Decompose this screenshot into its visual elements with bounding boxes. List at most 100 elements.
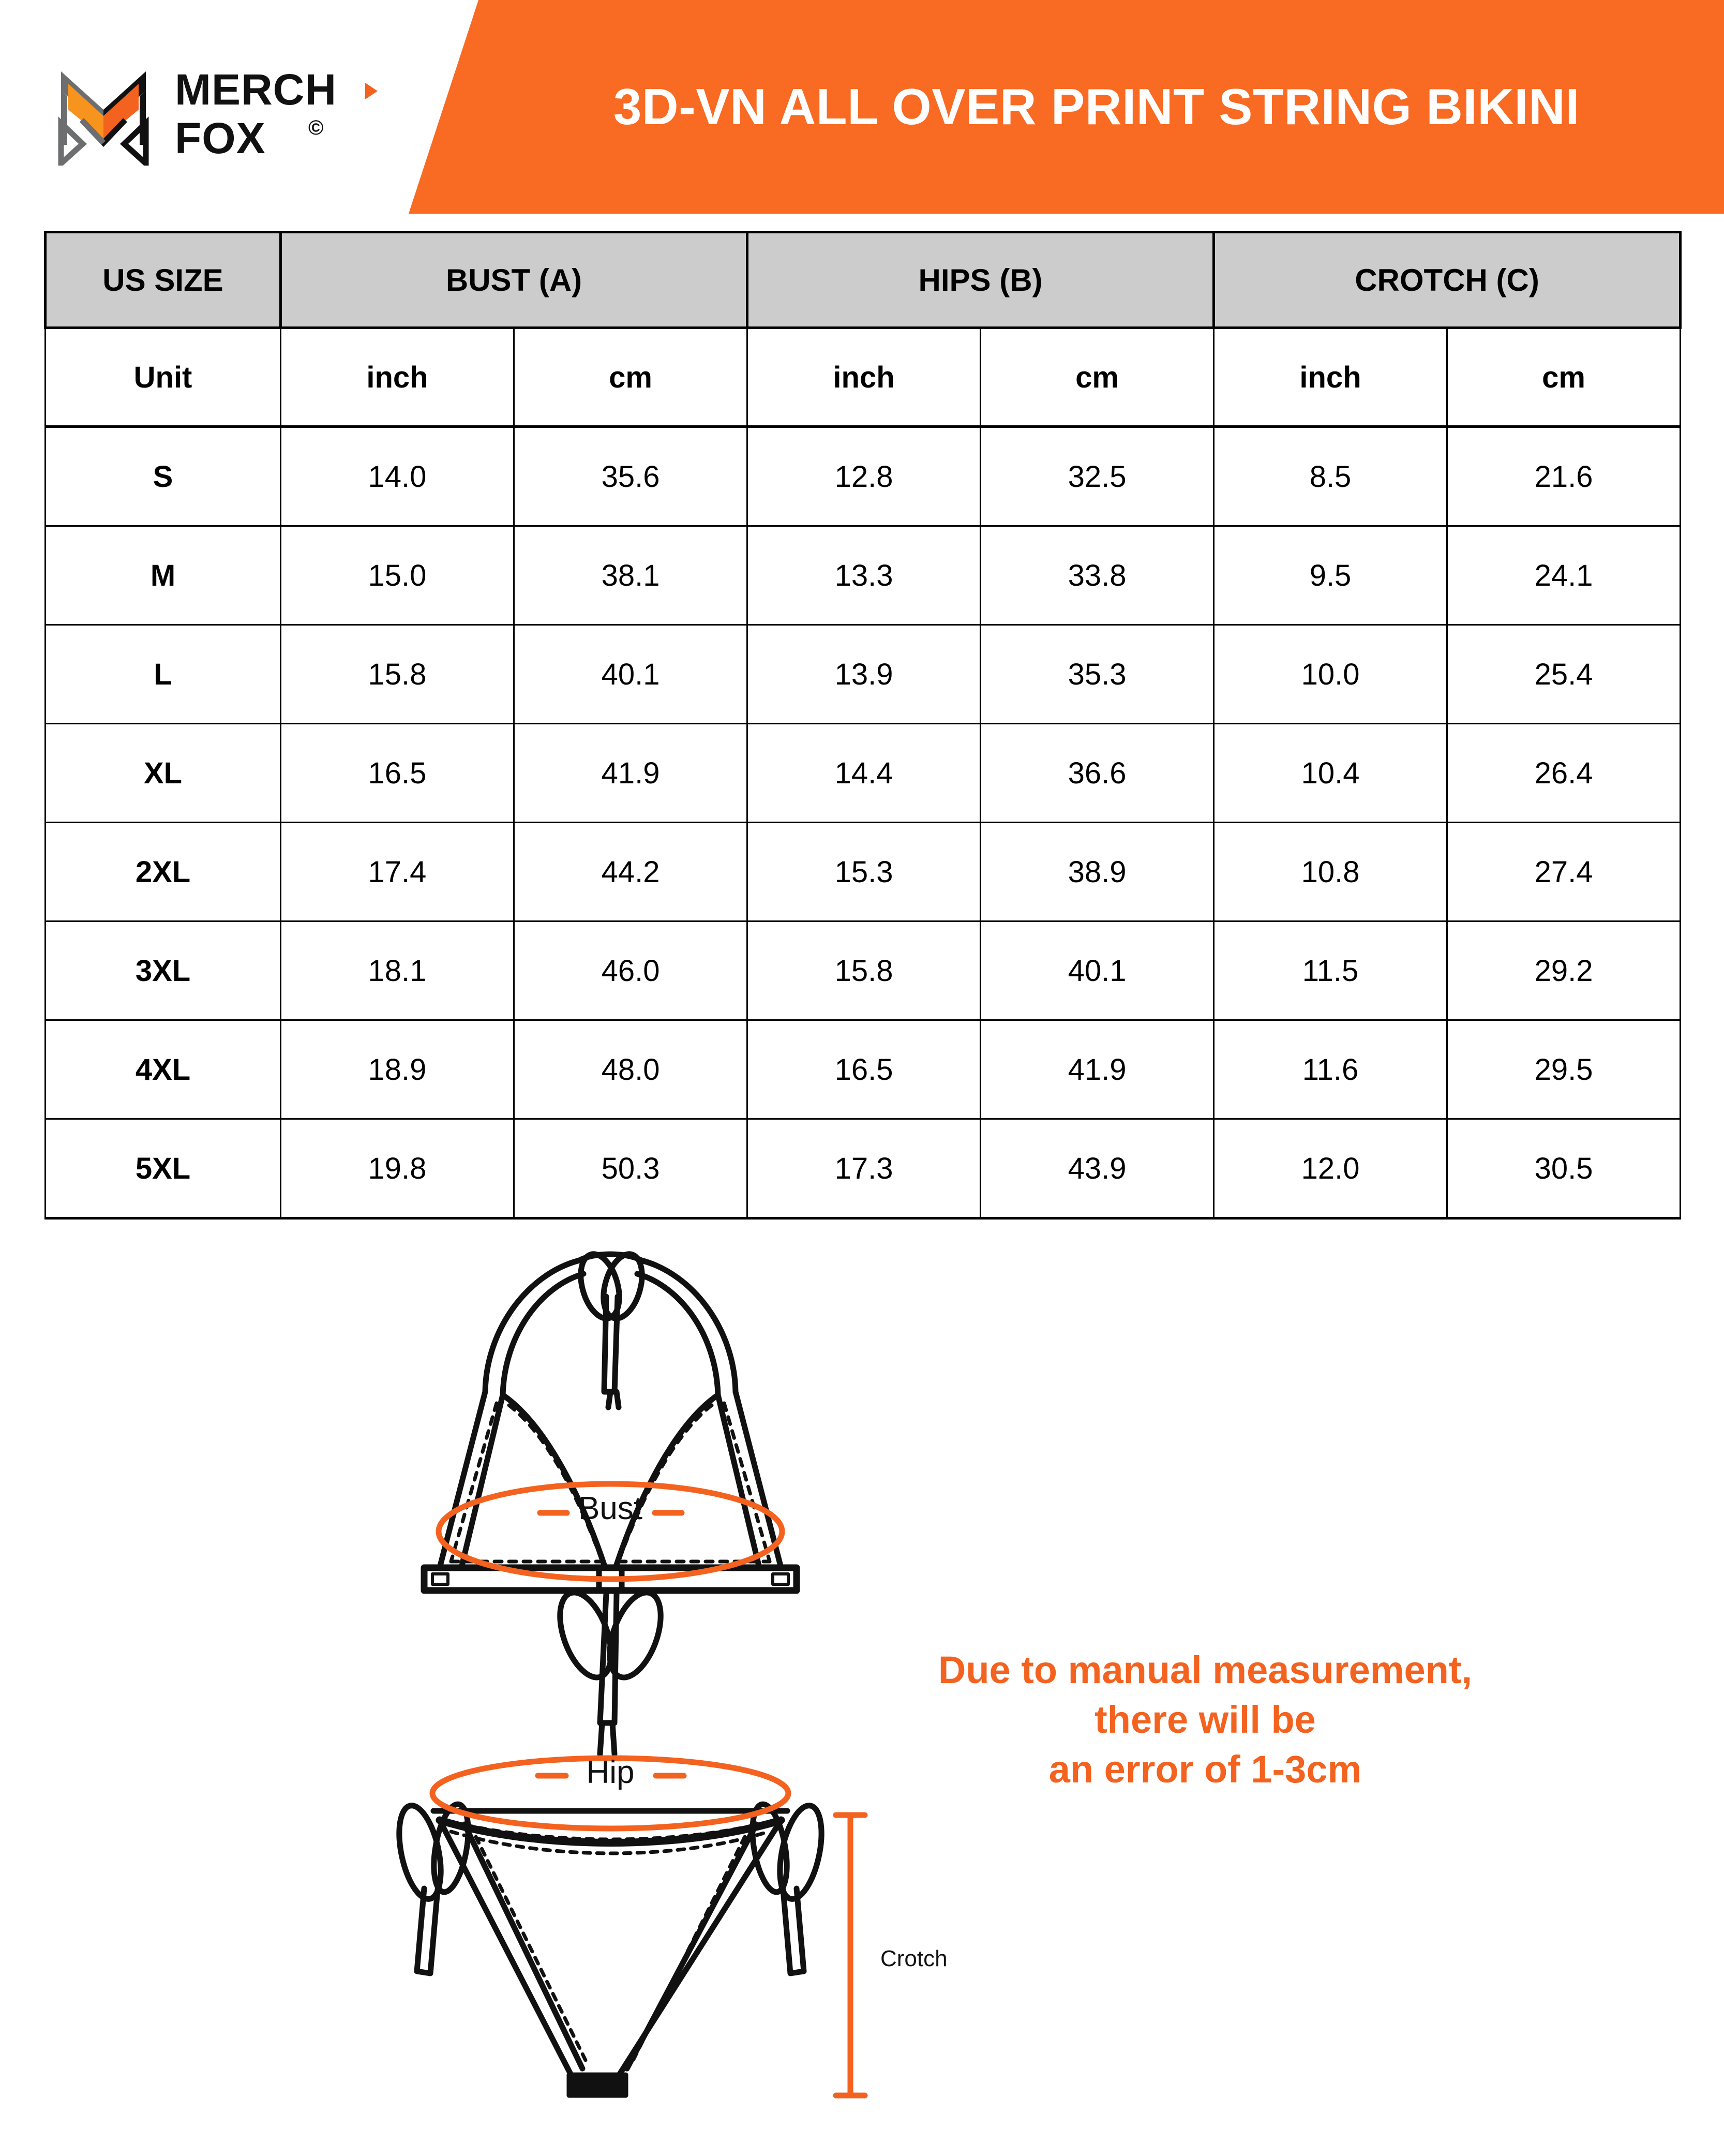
- cell-crotch-inch: 10.0: [1213, 624, 1448, 724]
- fox-head-chevron-logo-icon: [58, 71, 149, 166]
- cell-crotch-cm: 21.6: [1446, 426, 1682, 527]
- cell-crotch-cm: 29.2: [1446, 920, 1682, 1021]
- column-header-us-size: US SIZE: [44, 231, 282, 329]
- cell-bust-cm: 50.3: [513, 1118, 748, 1220]
- unit-bust-inch: inch: [280, 326, 515, 428]
- cell-bust-inch: 18.9: [280, 1019, 515, 1120]
- cell-crotch-inch: 11.5: [1213, 920, 1448, 1021]
- table-row: XL 16.5 41.9 14.4 36.6 10.4 26.4: [44, 723, 1682, 823]
- cell-bust-inch: 15.0: [280, 525, 515, 626]
- bikini-top-stitch-lines: [449, 1401, 772, 1564]
- unit-crotch-cm: cm: [1446, 326, 1682, 428]
- cell-crotch-cm: 30.5: [1446, 1118, 1682, 1220]
- table-row: 4XL 18.9 48.0 16.5 41.9 11.6 29.5: [44, 1019, 1682, 1120]
- cell-bust-inch: 15.8: [280, 624, 515, 724]
- bikini-bottom-stitch-lines: [449, 1820, 771, 2066]
- cell-bust-inch: 16.5: [280, 723, 515, 823]
- brand-name-line1: MERCH: [175, 65, 337, 114]
- table-group-header-row: US SIZE BUST (A) HIPS (B) CROTCH (C): [44, 231, 1682, 329]
- page-title: 3D-VN ALL OVER PRINT STRING BIKINI: [613, 78, 1580, 135]
- bikini-technical-drawing: Bust Hip Crotch: [396, 1251, 948, 2099]
- cell-size: L: [44, 624, 281, 724]
- disclaimer-line-1: Due to manual measurement,: [938, 1648, 1473, 1691]
- crotch-label: Crotch: [880, 1946, 948, 1971]
- cell-bust-cm: 38.1: [513, 525, 748, 626]
- cell-crotch-inch: 9.5: [1213, 525, 1448, 626]
- hip-label: Hip: [586, 1754, 634, 1790]
- cell-hips-cm: 40.1: [980, 920, 1215, 1021]
- hip-measure-ellipse: [429, 1755, 791, 1832]
- crotch-dimension-line: [833, 1812, 868, 2099]
- bust-label: Bust: [578, 1491, 642, 1526]
- cell-bust-inch: 18.1: [280, 920, 515, 1021]
- cell-crotch-cm: 27.4: [1446, 822, 1682, 922]
- cell-hips-cm: 43.9: [980, 1118, 1215, 1220]
- unit-bust-cm: cm: [513, 326, 748, 428]
- cell-bust-cm: 44.2: [513, 822, 748, 922]
- cell-crotch-inch: 11.6: [1213, 1019, 1448, 1120]
- column-header-crotch: CROTCH (C): [1212, 231, 1682, 329]
- cell-size: 5XL: [44, 1118, 281, 1220]
- cell-size: M: [44, 525, 281, 626]
- size-chart-table-wrapper: US SIZE BUST (A) HIPS (B) CROTCH (C) Uni…: [44, 231, 1682, 1220]
- cell-size: XL: [44, 723, 281, 823]
- cell-hips-cm: 33.8: [980, 525, 1215, 626]
- cell-bust-cm: 40.1: [513, 624, 748, 724]
- table-row: L 15.8 40.1 13.9 35.3 10.0 25.4: [44, 624, 1682, 724]
- table-row: 5XL 19.8 50.3 17.3 43.9 12.0 30.5: [44, 1118, 1682, 1220]
- table-unit-row: Unit inch cm inch cm inch cm: [44, 326, 1682, 428]
- cell-hips-cm: 32.5: [980, 426, 1215, 527]
- cell-crotch-cm: 26.4: [1446, 723, 1682, 823]
- cell-bust-cm: 35.6: [513, 426, 748, 527]
- brand-wordmark: MERCH FOX ©: [175, 65, 378, 162]
- cell-size: 3XL: [44, 920, 281, 1021]
- brand-name-line2: FOX: [175, 114, 266, 162]
- cell-size: 4XL: [44, 1019, 281, 1120]
- cell-crotch-inch: 10.8: [1213, 822, 1448, 922]
- bikini-bottom-illustration: [396, 1801, 824, 2098]
- table-row: 2XL 17.4 44.2 15.3 38.9 10.8 27.4: [44, 822, 1682, 922]
- size-chart-table: US SIZE BUST (A) HIPS (B) CROTCH (C) Uni…: [44, 231, 1682, 1220]
- cell-bust-inch: 17.4: [280, 822, 515, 922]
- measurement-diagram-area: Bust Hip Crotch: [0, 1237, 1724, 2156]
- column-header-bust: BUST (A): [279, 231, 749, 329]
- cell-hips-inch: 17.3: [746, 1118, 982, 1220]
- table-row: M 15.0 38.1 13.3 33.8 9.5 24.1: [44, 525, 1682, 626]
- cell-bust-cm: 48.0: [513, 1019, 748, 1120]
- page-header: MERCH FOX © 3D-VN ALL OVER PRINT STRING …: [0, 0, 1724, 214]
- cell-bust-inch: 19.8: [280, 1118, 515, 1220]
- cell-hips-inch: 15.3: [746, 822, 982, 922]
- unit-crotch-inch: inch: [1213, 326, 1448, 428]
- disclaimer-line-3: an error of 1-3cm: [1048, 1748, 1362, 1791]
- copyright-icon: ©: [308, 116, 323, 139]
- measurement-disclaimer: Due to manual measurement, there will be…: [848, 1645, 1562, 1795]
- brand-logo: MERCH FOX ©: [52, 62, 464, 166]
- cell-crotch-inch: 8.5: [1213, 426, 1448, 527]
- cell-hips-inch: 16.5: [746, 1019, 982, 1120]
- cell-hips-inch: 13.3: [746, 525, 982, 626]
- cell-hips-cm: 38.9: [980, 822, 1215, 922]
- table-row: S 14.0 35.6 12.8 32.5 8.5 21.6: [44, 426, 1682, 527]
- cell-bust-cm: 41.9: [513, 723, 748, 823]
- cell-hips-cm: 35.3: [980, 624, 1215, 724]
- cell-size: 2XL: [44, 822, 281, 922]
- disclaimer-line-2: there will be: [1095, 1698, 1316, 1742]
- cell-size: S: [44, 426, 281, 527]
- cell-bust-inch: 14.0: [280, 426, 515, 527]
- cell-crotch-cm: 29.5: [1446, 1019, 1682, 1120]
- column-header-hips: HIPS (B): [746, 231, 1216, 329]
- cell-hips-cm: 41.9: [980, 1019, 1215, 1120]
- cell-crotch-inch: 12.0: [1213, 1118, 1448, 1220]
- cell-hips-inch: 12.8: [746, 426, 982, 527]
- cell-hips-cm: 36.6: [980, 723, 1215, 823]
- cell-hips-inch: 14.4: [746, 723, 982, 823]
- bust-measure-ellipse: [436, 1481, 785, 1582]
- cell-crotch-cm: 25.4: [1446, 624, 1682, 724]
- bikini-top-illustration: [421, 1251, 800, 1757]
- unit-hips-cm: cm: [980, 326, 1215, 428]
- cell-hips-inch: 13.9: [746, 624, 982, 724]
- cell-hips-inch: 15.8: [746, 920, 982, 1021]
- unit-label: Unit: [44, 326, 281, 428]
- cell-crotch-cm: 24.1: [1446, 525, 1682, 626]
- unit-hips-inch: inch: [746, 326, 982, 428]
